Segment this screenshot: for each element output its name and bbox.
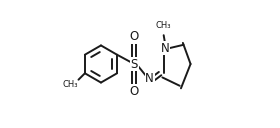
Text: O: O — [130, 85, 139, 98]
Text: N: N — [145, 72, 154, 85]
Text: N: N — [161, 41, 169, 55]
Text: CH₃: CH₃ — [62, 80, 78, 89]
Text: S: S — [130, 57, 138, 71]
Text: O: O — [130, 30, 139, 43]
Text: CH₃: CH₃ — [155, 21, 171, 30]
